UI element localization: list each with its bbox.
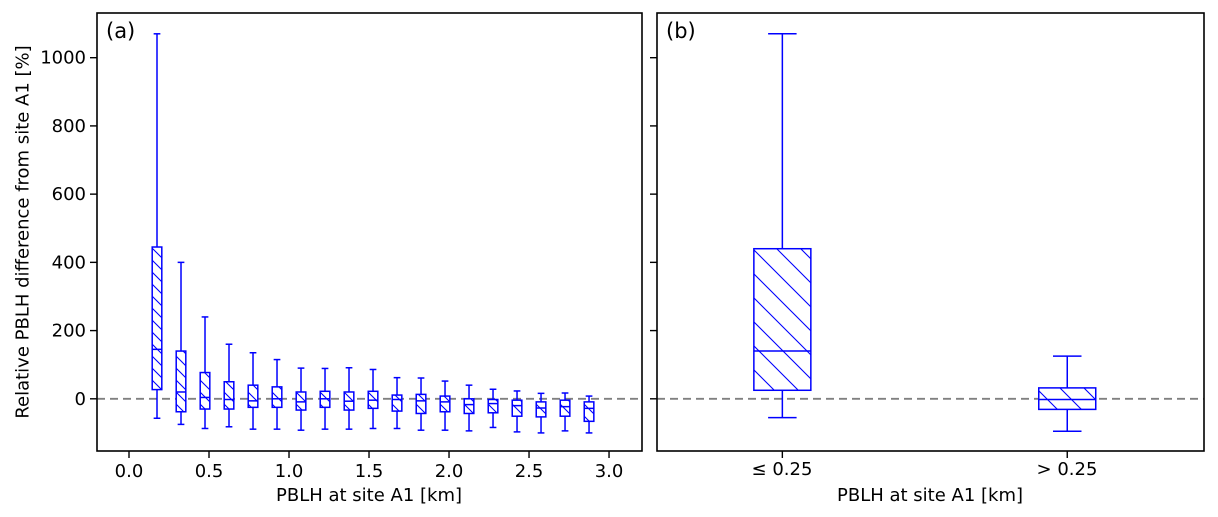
axes-frame [656,12,1205,452]
box-body [271,386,283,409]
panel-b-tick-label-gt025: > 0.25 [1036,459,1098,480]
box-body [559,399,571,417]
box-body [511,399,523,417]
y-axis-ticks: 0 200 400 600 800 1000 [40,48,97,410]
box-body [415,393,427,415]
box-body [753,247,812,392]
box-whisker [175,261,187,426]
box-whisker [439,380,451,431]
x-tick-label: 2.0 [435,461,464,482]
box-whisker [463,384,475,432]
box-whisker [199,316,211,430]
box-whisker [415,377,427,431]
box-body [175,350,187,413]
panel-a-xaxis-label: PBLH at site A1 [km] [275,485,463,506]
box-body [535,401,547,418]
box-body [295,391,307,411]
box-whisker [223,343,235,428]
box-whisker [295,367,307,431]
box-whisker [247,352,259,430]
box-whisker [343,367,355,430]
box-whisker [391,376,403,430]
box-whisker [487,388,499,429]
box-whisker [271,358,283,430]
y-tick-label: 600 [52,184,86,205]
panel-b-letter: (b) [666,19,696,43]
panel-a: 0.0 0.5 1.0 1.5 2.0 2.5 3.0 0 200 400 600 800 1000 [40,12,643,482]
box-whisker [367,368,379,430]
y-axis-ticks [650,56,657,400]
y-tick-label: 800 [52,116,86,137]
x-tick-label: 0.0 [115,461,144,482]
y-tick-label: 0 [75,389,86,410]
panel-b [650,12,1205,458]
y-tick-label: 400 [52,252,86,273]
x-axis-ticks: 0.0 0.5 1.0 1.5 2.0 2.5 3.0 [115,451,624,482]
y-axis-label: Relative PBLH difference from site A1 [%… [12,45,34,419]
box-body [223,381,235,410]
panel-b-xaxis-label: PBLH at site A1 [km] [836,485,1024,506]
box-body [199,371,211,410]
box-body [1038,387,1097,411]
box-body [463,398,475,415]
box-body [583,401,595,423]
box-whisker [1038,355,1097,432]
x-tick-label: 1.0 [275,461,304,482]
box-whisker [151,33,163,420]
box-body [391,394,403,412]
x-tick-label: 1.5 [355,461,384,482]
y-tick-label: 200 [52,321,86,342]
panel-a-letter: (a) [106,19,136,43]
x-tick-label: 2.5 [515,461,544,482]
box-whisker [319,367,331,430]
x-tick-label: 0.5 [195,461,224,482]
box-whisker [753,33,812,419]
y-tick-label: 1000 [40,48,86,69]
x-tick-label: 3.0 [595,461,624,482]
box-whisker [583,395,595,434]
box-whisker [511,390,523,433]
x-axis-ticks [781,451,1068,458]
box-body [487,398,499,414]
panel-b-tick-label-le025: ≤ 0.25 [751,459,813,480]
box-body [151,246,163,391]
box-body [439,395,451,413]
box-body [247,384,259,409]
box-whisker [535,392,547,434]
box-whisker [559,392,571,432]
